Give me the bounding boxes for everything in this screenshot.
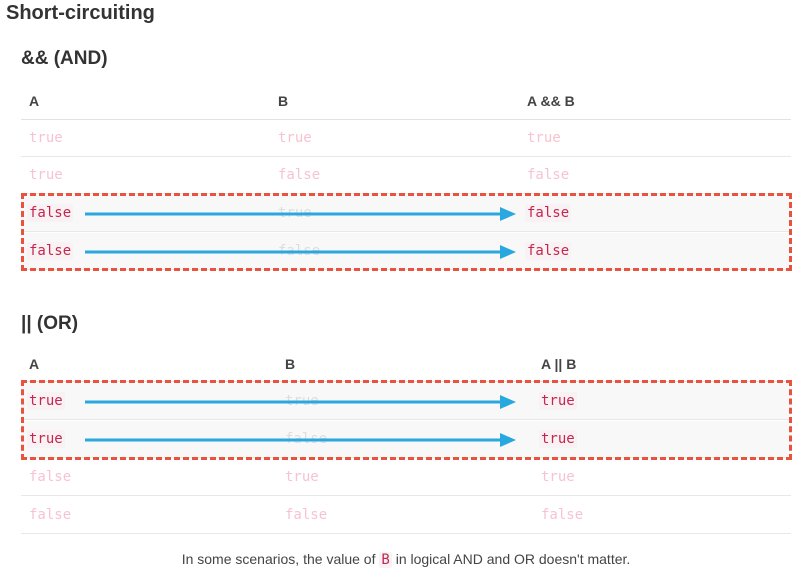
or-row-3-a: false bbox=[29, 469, 72, 485]
or-header-divider bbox=[21, 381, 791, 382]
or-header-result: A || B bbox=[541, 356, 577, 372]
or-row-2-b: false bbox=[285, 431, 328, 447]
or-row-1-result: true bbox=[539, 392, 577, 410]
and-row-2-b: false bbox=[278, 167, 321, 183]
and-row-1-b: true bbox=[278, 130, 312, 146]
or-row-4-result: false bbox=[541, 507, 584, 523]
or-section-heading: || (OR) bbox=[21, 313, 79, 334]
and-row-3: false true false bbox=[21, 195, 791, 232]
and-header-divider bbox=[21, 119, 791, 120]
caption-text-before: In some scenarios, the value of bbox=[181, 551, 380, 567]
and-header-result: A && B bbox=[527, 93, 575, 109]
or-row-4-a: false bbox=[29, 507, 72, 523]
page-title: Short-circuiting bbox=[6, 2, 155, 24]
and-row-4-a: false bbox=[27, 242, 74, 260]
and-row-3-result: false bbox=[525, 204, 572, 222]
or-row-2-result: true bbox=[539, 430, 577, 448]
or-row-4-b: false bbox=[285, 507, 328, 523]
and-row-2-a: true bbox=[29, 167, 63, 183]
figure-caption: In some scenarios, the value of B in log… bbox=[0, 551, 812, 568]
or-row-2: true false true bbox=[21, 421, 791, 458]
and-section-heading: && (AND) bbox=[21, 48, 108, 69]
and-row-1: true true true bbox=[21, 120, 791, 157]
caption-text-after: in logical AND and OR doesn't matter. bbox=[391, 551, 631, 567]
or-row-1: true true true bbox=[21, 383, 791, 420]
caption-code-b: B bbox=[379, 552, 392, 568]
and-row-3-b: true bbox=[278, 205, 312, 221]
and-row-4: false false false bbox=[21, 233, 791, 270]
or-header-a: A bbox=[29, 356, 40, 372]
or-row-3-result: true bbox=[541, 469, 575, 485]
and-row-1-a: true bbox=[29, 130, 63, 146]
and-header-b: B bbox=[278, 93, 289, 109]
and-row-4-result: false bbox=[525, 242, 572, 260]
or-header-b: B bbox=[285, 356, 296, 372]
or-row-2-a: true bbox=[27, 430, 65, 448]
and-row-1-result: true bbox=[527, 130, 561, 146]
and-row-2: true false false bbox=[21, 157, 791, 194]
or-row-1-a: true bbox=[27, 392, 65, 410]
and-row-3-a: false bbox=[27, 204, 74, 222]
or-row-4: false false false bbox=[21, 497, 791, 534]
or-row-1-b: true bbox=[285, 393, 319, 409]
and-row-2-result: false bbox=[527, 167, 570, 183]
or-row-3-b: true bbox=[285, 469, 319, 485]
or-row-3: false true true bbox=[21, 459, 791, 496]
and-header-a: A bbox=[29, 93, 40, 109]
and-row-4-b: false bbox=[278, 243, 321, 259]
